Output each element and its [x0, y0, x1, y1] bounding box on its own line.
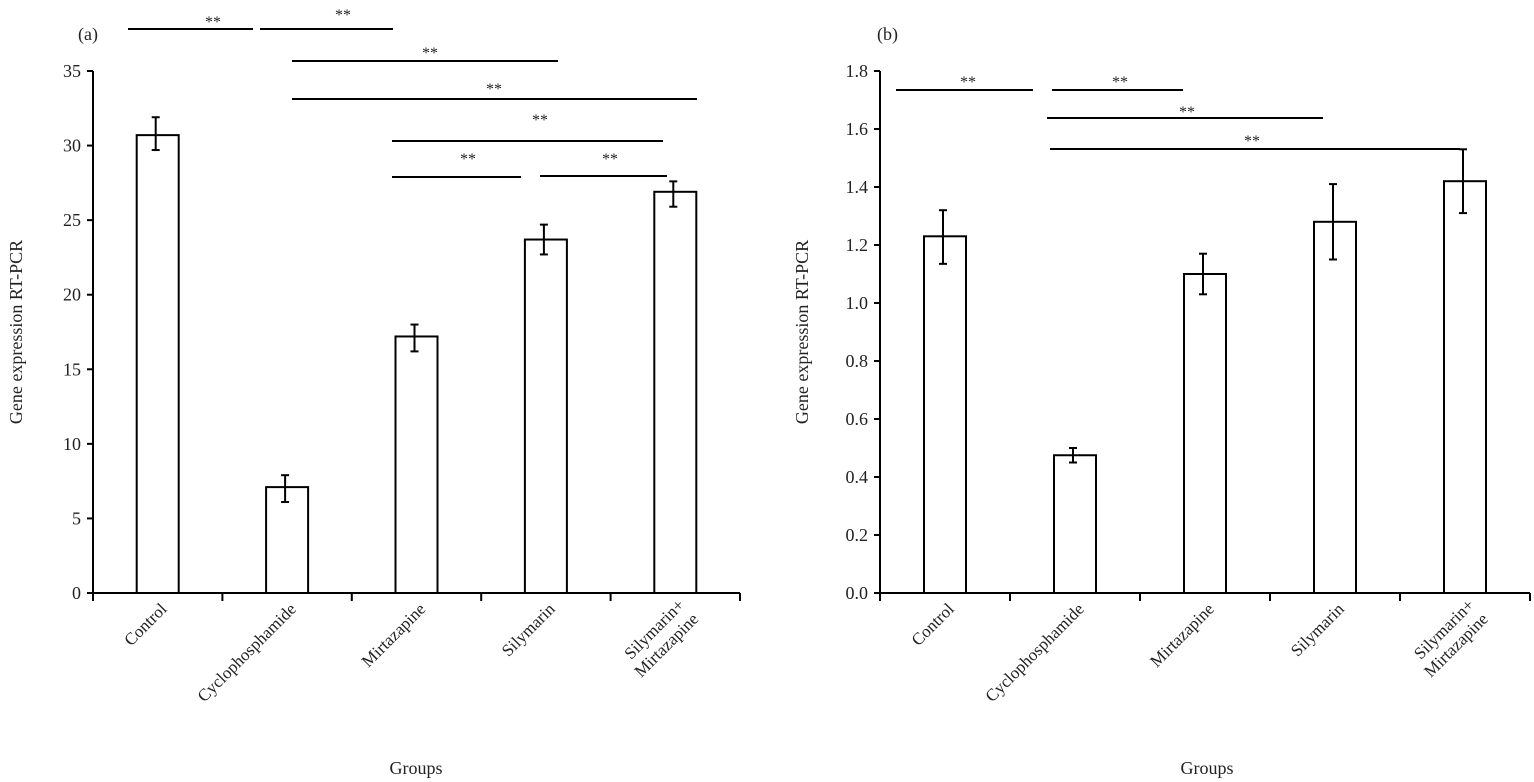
bar — [923, 235, 967, 595]
y-tick-label: 25 — [63, 210, 81, 230]
y-tick-label: 5 — [72, 508, 81, 528]
category-label: Control — [120, 599, 170, 649]
y-tick-label: 0 — [72, 583, 81, 603]
category-label: Mirtazapine — [1146, 599, 1218, 671]
significance-label: ** — [460, 151, 476, 168]
y-tick-label: 10 — [63, 434, 81, 454]
category-label: Control — [908, 599, 958, 649]
significance-label: ** — [1179, 104, 1195, 121]
chart-panel-b: (b) 0.0 0.2 0.4 0.6 0.8 1.0 1.2 1.4 1.6 1.8 Control… — [792, 24, 1531, 778]
y-axis-label: Gene expression RT-PCR — [792, 240, 812, 424]
y-tick-label: 0.2 — [846, 525, 869, 545]
y-tick-label: 0.6 — [846, 409, 869, 429]
y-tick-label: 0.4 — [846, 467, 869, 487]
bar — [1313, 220, 1357, 595]
x-axis-label: Groups — [390, 758, 443, 778]
x-axis-label: Groups — [1181, 758, 1234, 778]
chart-panel-a: (a) 0 5 10 15 20 25 30 35 Control Cyclophosphamide… — [6, 7, 741, 778]
significance-label: ** — [205, 14, 221, 31]
significance-label: ** — [335, 7, 351, 24]
y-tick-label: 1.6 — [846, 119, 869, 139]
y-tick-label: 1.2 — [846, 235, 869, 255]
category-label: Cyclophosphamide — [982, 599, 1088, 705]
significance-label: ** — [486, 81, 502, 98]
category-label: Silymarin — [498, 599, 559, 660]
y-tick-label: 20 — [63, 285, 81, 305]
significance-label: ** — [422, 45, 438, 62]
y-tick-label: 0.0 — [846, 583, 869, 603]
y-tick-label: 1.8 — [846, 61, 869, 81]
significance-label: ** — [532, 112, 548, 129]
bar — [135, 134, 180, 594]
category-label: Silymarin — [1287, 599, 1348, 660]
y-tick-label: 15 — [63, 359, 81, 379]
category-label: Cyclophosphamide — [194, 599, 300, 705]
significance-label: ** — [1244, 133, 1260, 150]
significance-label: ** — [960, 74, 976, 91]
significance-label: ** — [602, 151, 618, 168]
category-label: Mirtazapine — [358, 599, 430, 671]
bar — [1053, 454, 1097, 594]
bar — [265, 486, 310, 595]
bar — [653, 190, 698, 594]
y-tick-label: 30 — [63, 136, 81, 156]
y-tick-label: 1.4 — [846, 177, 869, 197]
panel-label: (a) — [78, 24, 98, 45]
y-axis-label: Gene expression RT-PCR — [6, 240, 26, 424]
bar — [1183, 273, 1227, 594]
bar — [523, 238, 568, 594]
y-tick-label: 0.8 — [846, 351, 869, 371]
y-tick-label: 35 — [63, 61, 81, 81]
bar — [394, 335, 439, 594]
y-tick-label: 1.0 — [846, 293, 869, 313]
panel-label: (b) — [877, 24, 898, 45]
significance-label: ** — [1112, 74, 1128, 91]
bar — [1443, 180, 1487, 594]
